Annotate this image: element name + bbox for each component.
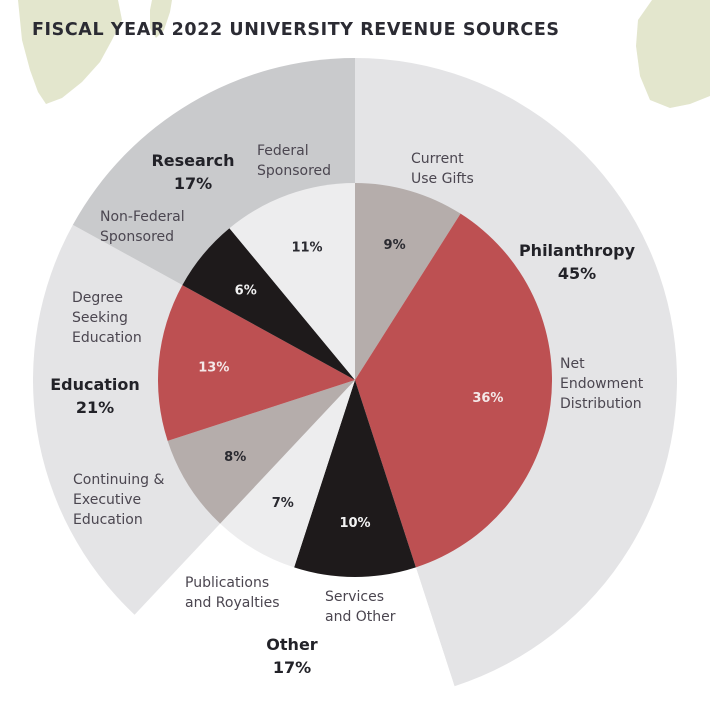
subcategory-label-line: Continuing & [73, 472, 164, 488]
subcategory-label-line: Publications [185, 575, 269, 591]
slice-services-and-other [294, 380, 416, 578]
chart-labels: 9% Current Use Gifts 36% Net Endowment Distrib… [50, 143, 644, 677]
subcategory-label-continuing-and-executive-education: Continuing & Executive Education [73, 472, 164, 528]
background-map-shape [636, 0, 710, 108]
background-map-shape [150, 0, 172, 38]
slice-value-label: 13% [198, 361, 229, 376]
category-value-education: 21% [76, 398, 114, 417]
inner-pie [157, 183, 553, 578]
subcategory-label-line: Federal [257, 143, 309, 159]
subcategory-label-services-and-other: Services and Other [325, 589, 396, 625]
slice-net-endowment-distribution [355, 213, 553, 568]
category-label-philanthropy: Philanthropy [519, 241, 636, 260]
slice-value-label: 10% [339, 516, 370, 531]
slice-publications-and-royalties [220, 380, 355, 568]
subcategory-label-degree-seeking-education: Degree Seeking Education [72, 290, 142, 346]
subcategory-label-line: Non-Federal [100, 209, 185, 225]
category-value-research: 17% [174, 174, 212, 193]
subcategory-label-line: Seeking [72, 310, 128, 326]
subcategory-label-line: and Other [325, 609, 396, 625]
slice-non-federal-sponsored [182, 228, 355, 380]
category-value-philanthropy: 45% [558, 264, 596, 283]
subcategory-label-line: Sponsored [100, 229, 174, 245]
subcategory-label-line: Current [411, 151, 464, 167]
slice-value-label: 7% [272, 496, 294, 511]
subcategory-label-line: Sponsored [257, 163, 331, 179]
slice-continuing-and-executive-education [167, 380, 355, 524]
slice-value-label: 36% [472, 391, 503, 406]
category-label-research: Research [151, 151, 234, 170]
category-label-other: Other [266, 635, 317, 654]
subcategory-label-line: Services [325, 589, 384, 605]
chart-title: FISCAL YEAR 2022 UNIVERSITY REVENUE SOUR… [32, 20, 560, 40]
background-map-shape [18, 0, 122, 104]
subcategory-label-line: Education [72, 330, 142, 346]
category-label-education: Education [50, 375, 140, 394]
background-map-shapes [18, 0, 710, 108]
slice-federal-sponsored [229, 183, 355, 380]
subcategory-label-federal-sponsored: Federal Sponsored [257, 143, 331, 179]
subcategory-label-line: Executive [73, 492, 141, 508]
category-value-other: 17% [273, 658, 311, 677]
subcategory-label-line: Degree [72, 290, 123, 306]
subcategory-label-line: Distribution [560, 396, 642, 412]
subcategory-label-current-use-gifts: Current Use Gifts [411, 151, 474, 187]
subcategory-label-net-endowment-distribution: Net Endowment Distribution [560, 356, 644, 412]
subcategory-label-line: Education [73, 512, 143, 528]
subcategory-label-line: and Royalties [185, 595, 280, 611]
subcategory-label-non-federal-sponsored: Non-Federal Sponsored [100, 209, 185, 245]
subcategory-label-publications-and-royalties: Publications and Royalties [185, 575, 280, 611]
subcategory-label-line: Endowment [560, 376, 644, 392]
slice-value-label: 6% [235, 284, 257, 299]
subcategory-label-line: Net [560, 356, 585, 372]
slice-value-label: 8% [224, 450, 246, 465]
subcategory-label-line: Use Gifts [411, 171, 474, 187]
slice-degree-seeking-education [157, 285, 355, 441]
slice-value-label: 9% [384, 238, 406, 253]
slice-current-use-gifts [355, 183, 461, 380]
slice-value-label: 11% [291, 241, 322, 256]
